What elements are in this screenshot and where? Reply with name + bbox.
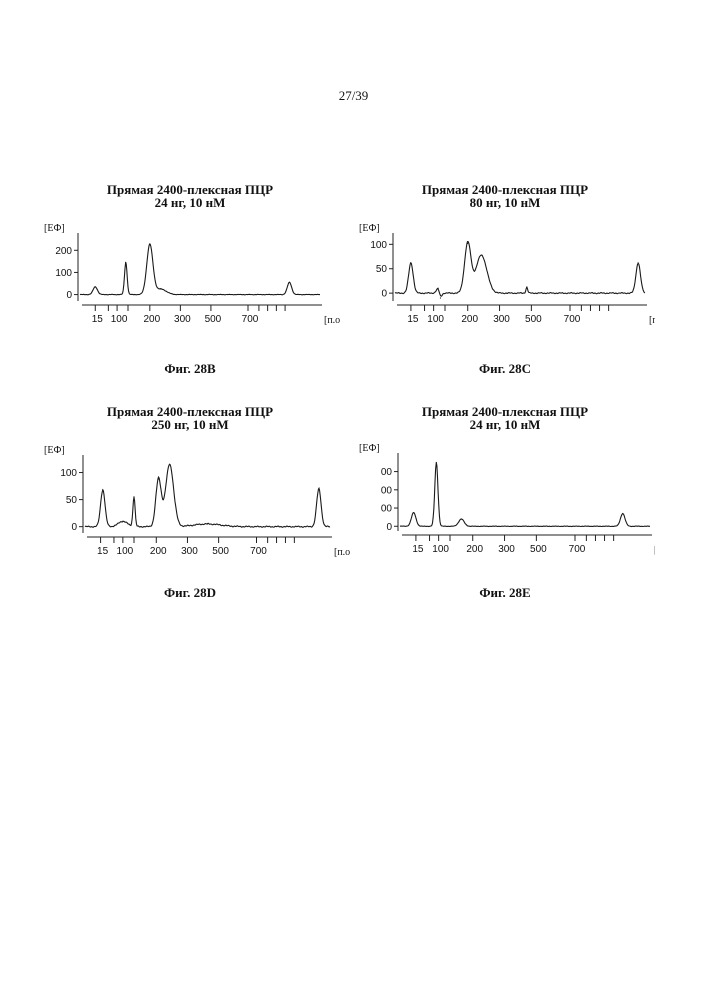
peak-point bbox=[95, 286, 96, 287]
x-tick-label: 300 bbox=[181, 546, 198, 557]
figure-caption: Фиг. 28D bbox=[40, 585, 340, 601]
peak-point bbox=[289, 282, 290, 283]
peak-point bbox=[467, 243, 468, 244]
y-tick-label: 0 bbox=[381, 289, 387, 300]
panel-28b: Прямая 2400-плексная ПЦР 24 нг, 10 нМ [Е… bbox=[40, 183, 340, 398]
series-line bbox=[85, 464, 330, 527]
peak-point bbox=[413, 512, 414, 513]
peak-point bbox=[160, 288, 161, 289]
peak-point bbox=[158, 478, 159, 479]
x-tick-label: 700 bbox=[250, 546, 267, 557]
peak-point bbox=[122, 521, 123, 522]
panel-28c: Прямая 2400-плексная ПЦР 80 нг, 10 нМ [Е… bbox=[355, 183, 655, 398]
y-tick-label: 200 bbox=[55, 246, 72, 257]
y-axis-label: [ЕФ] bbox=[44, 223, 65, 234]
peak-point bbox=[526, 287, 527, 288]
figure-caption: Фиг. 28Е bbox=[355, 585, 655, 601]
peak-point bbox=[149, 244, 150, 245]
y-tick-label: 0 bbox=[71, 522, 77, 533]
x-axis-label: [п.о.] bbox=[649, 315, 655, 326]
x-tick-label: 15 bbox=[97, 546, 109, 557]
panel-28e: Прямая 2400-плексная ПЦР 24 нг, 10 нМ [Е… bbox=[355, 405, 655, 620]
peak-point bbox=[318, 488, 319, 489]
y-axis-label: [ЕФ] bbox=[44, 445, 65, 456]
panel-28d: Прямая 2400-плексная ПЦР 250 нг, 10 нМ [… bbox=[40, 405, 340, 620]
x-tick-label: 200 bbox=[466, 544, 483, 555]
peak-point bbox=[481, 254, 482, 255]
x-tick-label: 15 bbox=[92, 314, 104, 325]
y-tick-label: 0 bbox=[66, 290, 72, 301]
y-tick-label: 00 bbox=[381, 485, 393, 496]
x-tick-label: 300 bbox=[174, 314, 191, 325]
x-tick-label: 15 bbox=[407, 314, 419, 325]
subtitle-line: 24 нг, 10 нМ bbox=[355, 418, 655, 431]
x-tick-label: 15 bbox=[412, 544, 424, 555]
figure-caption: Фиг. 28В bbox=[40, 361, 340, 377]
subtitle-line: 24 нг, 10 нМ bbox=[40, 196, 340, 209]
y-tick-label: 00 bbox=[381, 467, 393, 478]
peak-point bbox=[461, 518, 462, 519]
subtitle-line: 250 нг, 10 нМ bbox=[40, 418, 340, 431]
y-tick-label: 0 bbox=[386, 522, 392, 533]
x-tick-label: 100 bbox=[111, 314, 128, 325]
y-tick-label: 50 bbox=[376, 264, 388, 275]
x-tick-label: 200 bbox=[461, 314, 478, 325]
chart-title: Прямая 2400-плексная ПЦР 24 нг, 10 нМ bbox=[355, 405, 655, 431]
peak-point bbox=[436, 462, 437, 463]
peak-point bbox=[102, 489, 103, 490]
chart-title: Прямая 2400-плексная ПЦР 80 нг, 10 нМ bbox=[355, 183, 655, 209]
x-axis-label: [п.о.] bbox=[334, 547, 350, 558]
x-tick-label: 200 bbox=[143, 314, 160, 325]
x-tick-label: 700 bbox=[564, 314, 581, 325]
x-tick-label: 500 bbox=[530, 544, 547, 555]
x-tick-label: 100 bbox=[432, 544, 449, 555]
series-line bbox=[395, 242, 645, 297]
peak-point bbox=[440, 297, 441, 298]
x-tick-label: 300 bbox=[498, 544, 515, 555]
electropherogram-plot: [ЕФ] 0 50 100 15 100 200 300 500 700 [п.о.] bbox=[40, 439, 350, 574]
y-tick-label: 100 bbox=[55, 268, 72, 279]
peak-point bbox=[638, 262, 639, 263]
peak-point bbox=[125, 262, 126, 263]
x-tick-label: 100 bbox=[427, 314, 444, 325]
figure-caption: Фиг. 28С bbox=[355, 361, 655, 377]
x-axis-label: [п.о.] bbox=[324, 315, 340, 326]
x-tick-label: 300 bbox=[493, 314, 510, 325]
peak-point bbox=[410, 262, 411, 263]
y-axis-label: [ЕФ] bbox=[359, 443, 380, 454]
chart-title: Прямая 2400-плексная ПЦР 24 нг, 10 нМ bbox=[40, 183, 340, 209]
x-tick-label: 700 bbox=[242, 314, 259, 325]
peak-point bbox=[169, 464, 170, 465]
x-axis-label: [п.о.] bbox=[654, 545, 655, 556]
y-tick-label: 00 bbox=[381, 504, 393, 515]
y-tick-label: 50 bbox=[66, 495, 78, 506]
peak-point bbox=[133, 496, 134, 497]
series-line bbox=[80, 244, 320, 295]
electropherogram-plot: [ЕФ] 0 50 100 15 100 200 300 500 700 [п.о.] bbox=[355, 217, 655, 347]
page-number: 27/39 bbox=[0, 88, 707, 104]
series-line bbox=[400, 463, 650, 527]
y-axis-label: [ЕФ] bbox=[359, 223, 380, 234]
subtitle-line: 80 нг, 10 нМ bbox=[355, 196, 655, 209]
peak-point bbox=[207, 523, 208, 524]
x-tick-label: 500 bbox=[205, 314, 222, 325]
peak-point bbox=[622, 513, 623, 514]
peak-point bbox=[438, 288, 439, 289]
x-tick-label: 500 bbox=[525, 314, 542, 325]
chart-title: Прямая 2400-плексная ПЦР 250 нг, 10 нМ bbox=[40, 405, 340, 431]
x-tick-label: 700 bbox=[569, 544, 586, 555]
electropherogram-plot: [ЕФ] 0 100 200 15 100 200 300 500 700 [п.о.] bbox=[40, 217, 340, 347]
electropherogram-plot: [ЕФ]000000015100200300500700[п.о.] bbox=[355, 439, 655, 574]
x-tick-label: 500 bbox=[212, 546, 229, 557]
y-tick-label: 100 bbox=[370, 240, 387, 251]
y-tick-label: 100 bbox=[60, 468, 77, 479]
x-tick-label: 200 bbox=[150, 546, 167, 557]
x-tick-label: 100 bbox=[117, 546, 134, 557]
